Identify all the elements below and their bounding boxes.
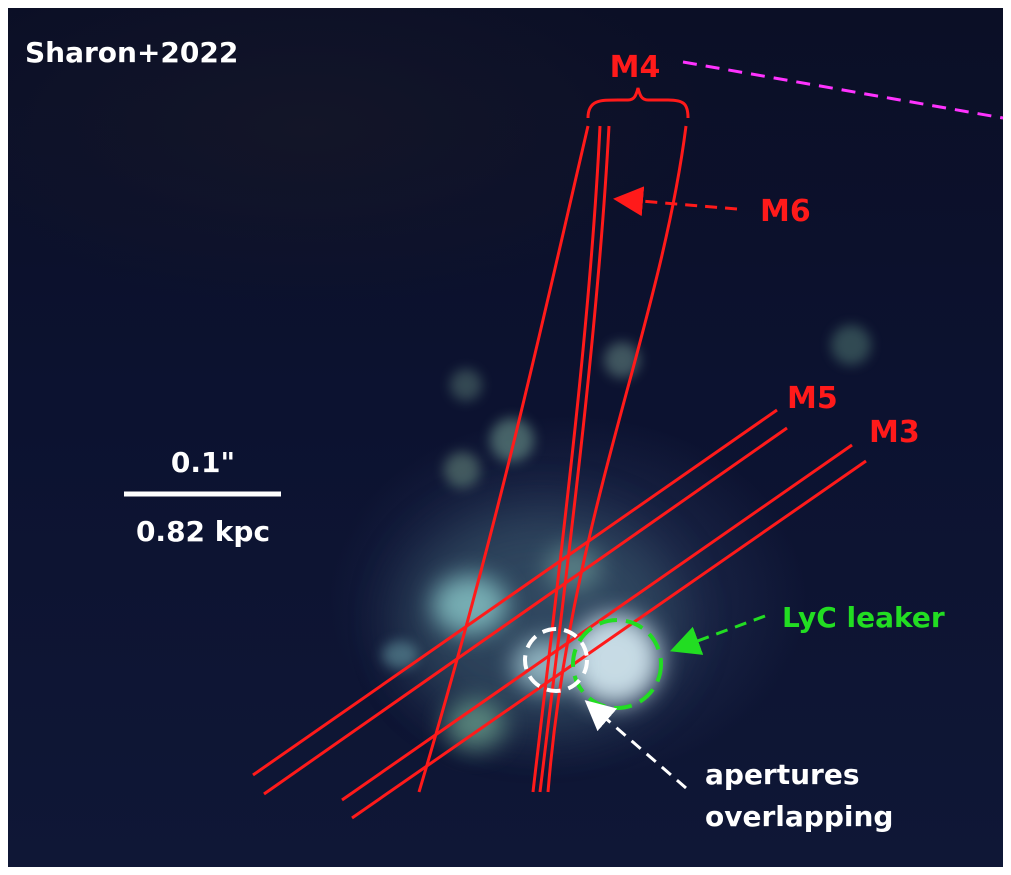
m5-label: M5 xyxy=(787,381,838,416)
apertures-overlap-arrow xyxy=(584,700,687,790)
m3-line-b xyxy=(351,459,867,820)
m4-line-left xyxy=(417,125,590,793)
lyc-leaker-arrow xyxy=(669,614,766,655)
m6-line-a xyxy=(531,125,602,793)
overlap-aperture xyxy=(523,627,589,693)
m6-label: M6 xyxy=(760,194,811,229)
apertures-label-line2: overlapping xyxy=(705,800,893,833)
m4-arc-lines xyxy=(417,125,688,793)
m3-label: M3 xyxy=(869,415,920,450)
m3-line-a xyxy=(341,443,853,802)
m6-line-b xyxy=(538,125,611,793)
magenta-dashed-line xyxy=(682,60,1004,120)
m4-label: M4 xyxy=(610,50,661,85)
m6-pointer-arrow xyxy=(613,186,738,217)
m5-line-b xyxy=(263,426,788,796)
m4-line-right xyxy=(546,125,688,793)
m3-slit-lines xyxy=(341,443,867,820)
scalebar-physical-label: 0.82 kpc xyxy=(136,515,270,548)
lyc-leaker-label: LyC leaker xyxy=(782,601,945,634)
m5-line-a xyxy=(252,408,778,777)
m6-arc-lines xyxy=(531,125,611,793)
m4-bracket xyxy=(586,87,690,119)
m5-slit-lines xyxy=(252,408,788,796)
apertures-label-line1: apertures xyxy=(705,758,860,791)
credit-label: Sharon+2022 xyxy=(25,36,238,69)
scalebar-angular-label: 0.1" xyxy=(171,446,235,479)
galaxy-emission xyxy=(382,325,871,750)
